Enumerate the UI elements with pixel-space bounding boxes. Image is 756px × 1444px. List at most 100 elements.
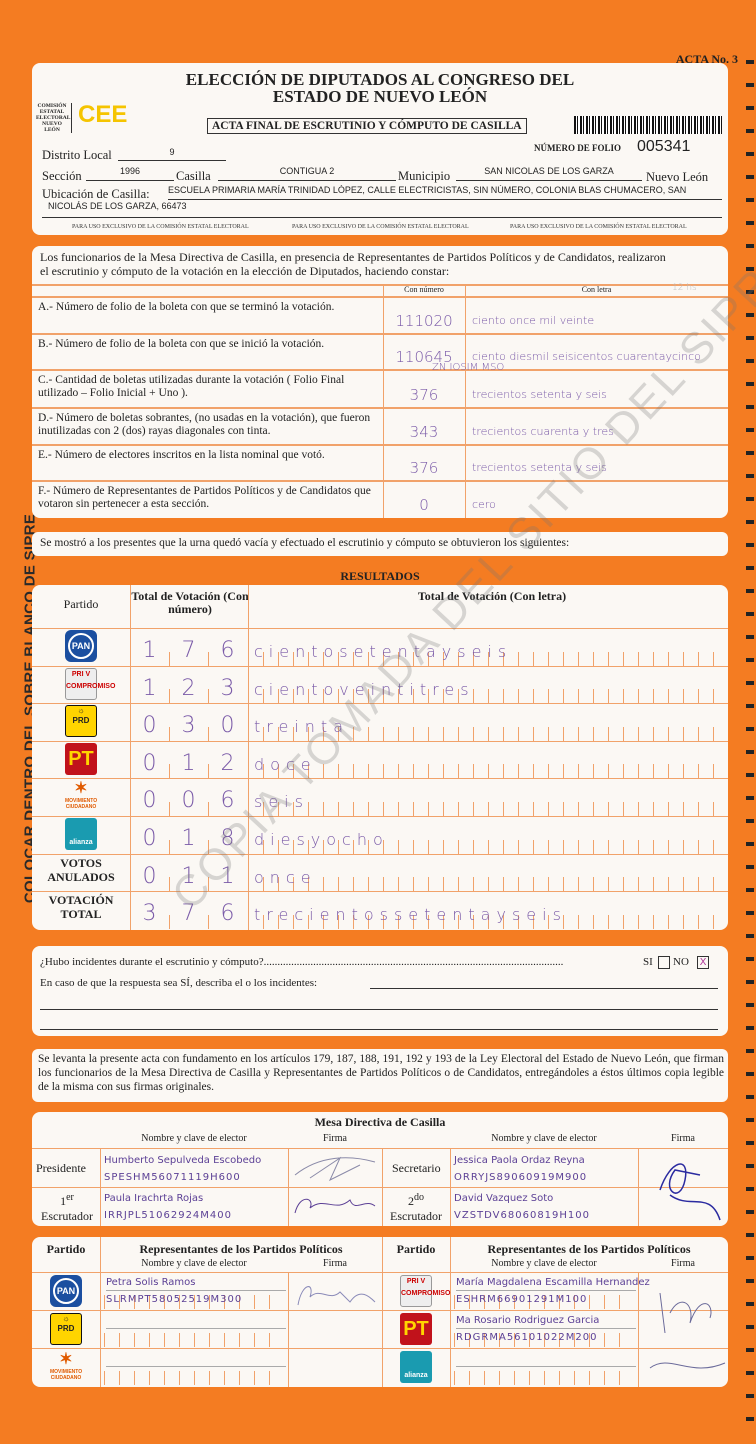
rep-clave: ESHRM66901291M100 bbox=[456, 1294, 588, 1305]
col-con-numero: Con número bbox=[404, 285, 444, 294]
row-numero[interactable]: 376 bbox=[409, 386, 439, 404]
results-row: ✶ MOVIMIENTO CIUDADANO 0 0 6 seis bbox=[32, 778, 728, 816]
mesa-directiva-panel: Mesa Directiva de Casilla Nombre y clave… bbox=[32, 1112, 728, 1226]
pan-rep-signature bbox=[297, 1286, 376, 1306]
vote-digit[interactable]: 1 bbox=[142, 675, 157, 701]
role-secretario: Secretario bbox=[392, 1161, 441, 1175]
vote-digit[interactable]: 6 bbox=[220, 788, 235, 814]
vote-digit[interactable]: 6 bbox=[220, 638, 235, 663]
ubicacion-line2: NICOLÁS DE LOS GARZA, 66473 bbox=[42, 201, 722, 218]
legal-panel: Se levanta la presente acta con fundamen… bbox=[32, 1049, 728, 1102]
vote-digit[interactable]: 1 bbox=[181, 826, 196, 851]
no-checkbox[interactable]: X bbox=[697, 956, 709, 969]
intro-line1: Los funcionarios de la Mesa Directiva de… bbox=[40, 250, 666, 264]
incidentes-field-1[interactable] bbox=[370, 988, 718, 989]
rep-col-firma-right: Firma bbox=[671, 1258, 695, 1269]
distrito-field: 9 bbox=[118, 147, 226, 161]
col-nombre-right: Nombre y clave de elector bbox=[491, 1133, 597, 1144]
legal-text: Se levanta la presente acta con fundamen… bbox=[38, 1053, 724, 1093]
escrutador1-clave: IRRJPL51062924M400 bbox=[104, 1210, 233, 1221]
vote-digit[interactable]: 3 bbox=[181, 713, 196, 739]
vote-letra[interactable]: once bbox=[254, 867, 317, 887]
vote-letra[interactable]: seis bbox=[254, 792, 309, 812]
escrutador1-signature bbox=[294, 1198, 376, 1214]
row-letra[interactable]: ciento diesmil seisicentos cuarentaycinc… bbox=[472, 350, 701, 363]
vote-digit[interactable]: 3 bbox=[220, 675, 235, 701]
vote-digit[interactable]: 2 bbox=[220, 750, 235, 776]
vote-digit[interactable]: 1 bbox=[142, 638, 157, 663]
incidentes-field-2[interactable] bbox=[40, 1009, 718, 1010]
vote-digit[interactable]: 1 bbox=[181, 750, 196, 776]
right-reps-signature bbox=[649, 1292, 726, 1369]
vote-letra[interactable]: diesyocho bbox=[254, 830, 389, 849]
row-numero[interactable]: 111020 bbox=[395, 312, 453, 330]
results-table: Partido Total de Votación (Con número) T… bbox=[32, 585, 728, 930]
vote-digit[interactable]: 7 bbox=[181, 638, 196, 663]
si-checkbox[interactable] bbox=[658, 956, 670, 969]
row-label: F.- Número de Representantes de Partidos… bbox=[38, 485, 371, 510]
col-partido-left: Partido bbox=[46, 1242, 86, 1256]
vote-digit[interactable]: 6 bbox=[220, 901, 235, 927]
vote-digit[interactable]: 2 bbox=[181, 675, 196, 701]
row-letra[interactable]: cero bbox=[472, 498, 496, 511]
vote-digit[interactable]: 0 bbox=[220, 713, 235, 739]
incidentes-describe: En caso de que la respuesta sea SÍ, desc… bbox=[40, 977, 318, 989]
escrutador2-entry: David Vazquez Soto VZSTDV68060819H100 bbox=[454, 1190, 590, 1224]
rep-title-right: Representantes de los Partidos Políticos bbox=[487, 1242, 691, 1256]
rep-col-nombre-right: Nombre y clave de elector bbox=[491, 1258, 597, 1269]
vote-letra[interactable]: cientosetentayseis bbox=[254, 642, 513, 661]
rep-entry[interactable]: María Magdalena Escamilla Hernandez ESHRM… bbox=[456, 1274, 650, 1308]
row-letra[interactable]: ciento once mil veinte bbox=[472, 314, 595, 327]
vote-digit[interactable]: 1 bbox=[181, 863, 196, 889]
vote-digit[interactable]: 1 bbox=[220, 863, 235, 889]
incidentes-field-3[interactable] bbox=[40, 1029, 718, 1030]
results-row: alianza 0 1 8 diesyocho bbox=[32, 816, 728, 854]
col-nombre-left: Nombre y clave de elector bbox=[141, 1133, 247, 1144]
escrutador2-name: David Vazquez Soto bbox=[454, 1193, 554, 1204]
barcode bbox=[574, 116, 722, 134]
presidente-clave: SPESHM56071119H600 bbox=[104, 1172, 241, 1183]
rep-clave: RDGRMA56101022M200 bbox=[456, 1332, 598, 1343]
mesa-title: Mesa Directiva de Casilla bbox=[314, 1115, 446, 1129]
folio-number: 005341 bbox=[637, 138, 691, 155]
rep-entry[interactable]: Ma Rosario Rodriguez Garcia RDGRMA5610102… bbox=[456, 1312, 599, 1346]
vote-digit[interactable]: 0 bbox=[142, 750, 157, 776]
row-letra[interactable]: trecientos setenta y seis bbox=[472, 461, 607, 474]
row-letra[interactable]: trecientos cuarenta y tres bbox=[472, 425, 614, 438]
distrito-label: Distrito Local bbox=[42, 148, 112, 162]
row-label: VOTACIÓN TOTAL bbox=[48, 893, 114, 922]
row-numero[interactable]: 376 bbox=[409, 459, 439, 477]
vote-digit[interactable]: 0 bbox=[181, 788, 196, 814]
incidentes-panel: ¿Hubo incidentes durante el escrutinio y… bbox=[32, 946, 728, 1036]
vote-digit[interactable]: 7 bbox=[181, 901, 196, 927]
representantes-panel: Partido Representantes de los Partidos P… bbox=[32, 1237, 728, 1387]
vote-letra[interactable]: trecientossetentayseis bbox=[254, 905, 567, 925]
constancia-row: B.- Número de folio de la boleta con que… bbox=[32, 334, 728, 370]
vote-digit[interactable]: 3 bbox=[142, 901, 157, 927]
row-label: VOTOS ANULADOS bbox=[47, 855, 115, 884]
vote-letra[interactable]: cientoveintitres bbox=[254, 679, 475, 699]
margin-note: 12 hs bbox=[672, 283, 697, 293]
seccion-field: 1996 bbox=[86, 166, 174, 181]
constancia-intro: Los funcionarios de la Mesa Directiva de… bbox=[40, 250, 728, 278]
resultados-title: RESULTADOS bbox=[340, 569, 420, 583]
row-numero[interactable]: 110645 bbox=[395, 348, 453, 366]
vote-letra[interactable]: treinta bbox=[254, 717, 350, 737]
vote-digit[interactable]: 0 bbox=[142, 713, 157, 739]
row-numero[interactable]: 343 bbox=[409, 423, 439, 441]
vote-digit[interactable]: 0 bbox=[142, 788, 157, 814]
rep-entry[interactable]: Petra Solis Ramos SLRMPT58052519M300 bbox=[106, 1274, 242, 1308]
vote-digit[interactable]: 8 bbox=[220, 826, 235, 851]
results-row: PAN 1 7 6 cientosetentayseis bbox=[32, 628, 728, 666]
registration-marks bbox=[742, 0, 756, 1444]
rep-row-right: PRI V COMPROMISO María Magdalena Escamill… bbox=[382, 1272, 728, 1310]
results-row: ☼ PRD 0 3 0 treinta bbox=[32, 703, 728, 741]
rep-col-nombre-left: Nombre y clave de elector bbox=[141, 1258, 247, 1269]
vote-digit[interactable]: 0 bbox=[142, 826, 157, 851]
folio-label: NÚMERO DE FOLIO bbox=[534, 143, 622, 153]
vote-digit[interactable]: 0 bbox=[142, 863, 157, 889]
row-letra[interactable]: trecientos setenta y seis bbox=[472, 388, 607, 401]
vote-letra[interactable]: doce bbox=[254, 754, 317, 774]
row-numero[interactable]: 0 bbox=[419, 496, 429, 514]
constancia-row: D.- Número de boletas sobrantes, (no usa… bbox=[32, 408, 728, 445]
